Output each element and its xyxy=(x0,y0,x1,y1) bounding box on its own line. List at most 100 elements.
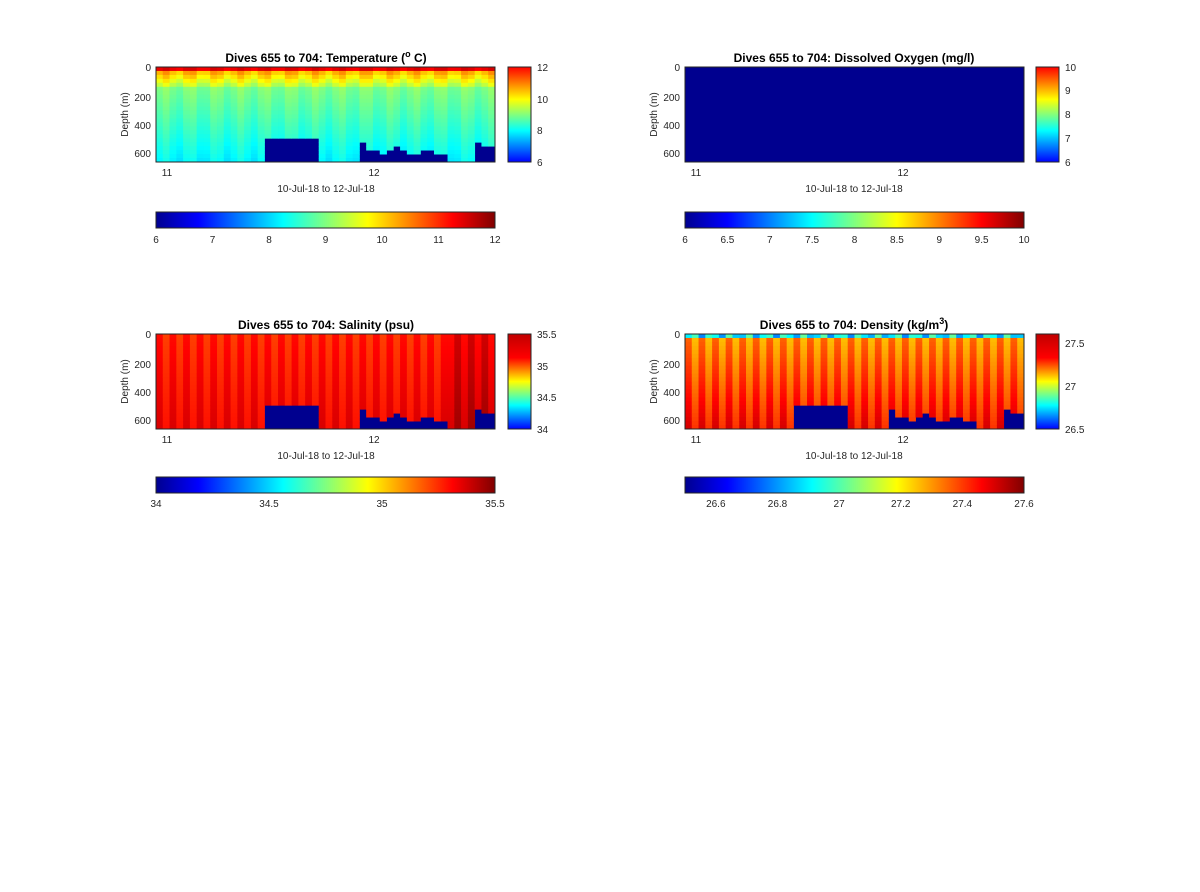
heatmap-cell xyxy=(400,413,408,418)
heatmap-cell xyxy=(400,90,408,96)
heatmap-cell xyxy=(861,365,869,371)
heatmap-cell xyxy=(189,78,198,84)
heatmap-cell xyxy=(901,353,910,359)
heatmap-cell xyxy=(393,130,401,135)
heatmap-cell xyxy=(345,74,354,80)
heatmap-cell xyxy=(284,365,292,371)
heatmap-cell xyxy=(345,158,354,163)
heatmap-cell xyxy=(705,334,713,339)
heatmap-cell xyxy=(230,102,238,107)
heatmap-cell xyxy=(372,78,381,84)
heatmap-cell xyxy=(318,78,326,84)
heatmap-cell xyxy=(440,67,448,72)
heatmap-cell xyxy=(217,158,225,163)
heatmap-cell xyxy=(949,373,957,378)
heatmap-cell xyxy=(291,341,299,347)
heatmap-cell xyxy=(861,357,869,363)
heatmap-cell xyxy=(156,353,164,359)
heatmap-cell xyxy=(406,126,415,131)
heatmap-cell xyxy=(156,94,164,100)
heatmap-cell xyxy=(1003,349,1011,355)
heatmap-cell xyxy=(189,146,198,151)
heatmap-cell xyxy=(196,377,204,382)
heatmap-cell xyxy=(210,413,218,418)
heatmap-cell xyxy=(203,357,211,363)
heatmap-cell xyxy=(773,421,781,426)
heatmap-cell xyxy=(203,337,211,343)
heatmap-cell xyxy=(712,393,720,398)
heatmap-cell xyxy=(773,389,781,394)
heatmap-cell xyxy=(413,341,421,347)
heatmap-cell xyxy=(318,361,326,367)
heatmap-cell xyxy=(840,334,849,339)
heatmap-cell xyxy=(223,102,231,107)
heatmap-cell xyxy=(203,409,211,414)
heatmap-cell xyxy=(183,357,191,363)
heatmap-cell xyxy=(773,349,781,355)
heatmap-cell xyxy=(725,353,733,359)
heatmap-cell xyxy=(725,397,733,402)
heatmap-cell xyxy=(244,417,252,422)
heatmap-cell xyxy=(942,345,950,351)
heatmap-cell xyxy=(393,349,401,355)
heatmap-cell xyxy=(1017,389,1025,394)
heatmap-cell xyxy=(196,409,204,414)
heatmap-cell xyxy=(169,67,177,72)
heatmap-cell xyxy=(433,90,442,96)
heatmap-cell xyxy=(244,158,252,163)
heatmap-cell xyxy=(305,74,313,80)
heatmap-cell xyxy=(813,385,821,390)
heatmap-cell xyxy=(400,126,408,131)
heatmap-cell xyxy=(372,86,381,92)
heatmap-cell xyxy=(257,417,265,422)
heatmap-cell xyxy=(929,401,937,406)
heatmap-cell xyxy=(217,385,225,390)
heatmap-cell xyxy=(461,385,469,390)
heatmap-cell xyxy=(705,361,713,367)
heatmap-cell xyxy=(759,373,767,378)
heatmap-cell xyxy=(196,110,204,115)
heatmap-cell xyxy=(969,397,977,402)
heatmap-cell xyxy=(712,417,720,422)
heatmap-cell xyxy=(949,377,957,382)
heatmap-cell xyxy=(189,142,198,147)
heatmap-cell xyxy=(779,345,788,351)
heatmap-cell xyxy=(318,154,326,159)
heatmap-cell xyxy=(223,334,231,339)
heatmap-cell xyxy=(427,409,435,414)
heatmap-cell xyxy=(820,353,828,359)
plot-frame xyxy=(684,333,1025,430)
heatmap-cell xyxy=(162,138,170,143)
heatmap-cell xyxy=(739,357,747,363)
heatmap-cell xyxy=(440,345,448,351)
heatmap-cell xyxy=(942,389,950,394)
heatmap-cell xyxy=(427,389,435,394)
heatmap-cell xyxy=(162,413,170,418)
heatmap-cell xyxy=(352,413,360,418)
heatmap-cell xyxy=(162,74,170,80)
heatmap-cell xyxy=(461,393,469,398)
heatmap-cell xyxy=(284,353,292,359)
heatmap-cell xyxy=(237,94,245,100)
heatmap-cell xyxy=(929,409,937,414)
heatmap-cell xyxy=(291,377,299,382)
heatmap-cell xyxy=(311,106,320,111)
heatmap-cell xyxy=(895,401,903,406)
heatmap-cell xyxy=(983,401,991,406)
heatmap-cell xyxy=(752,341,760,347)
colorbar-tick-label: 26.8 xyxy=(768,499,788,510)
heatmap-cell xyxy=(379,130,387,135)
heatmap-cell xyxy=(217,353,225,359)
heatmap-cell xyxy=(942,409,950,414)
heatmap-cell xyxy=(305,385,313,390)
heatmap-cell xyxy=(230,365,238,371)
heatmap-cell xyxy=(447,78,455,84)
heatmap-cell xyxy=(339,417,347,422)
heatmap-cell xyxy=(196,114,204,119)
heatmap-cell xyxy=(854,349,862,355)
heatmap-cell xyxy=(942,365,950,371)
heatmap-cell xyxy=(318,337,326,343)
heatmap-cell xyxy=(433,106,442,111)
heatmap-cell xyxy=(929,381,937,386)
heatmap-cell xyxy=(237,67,245,72)
